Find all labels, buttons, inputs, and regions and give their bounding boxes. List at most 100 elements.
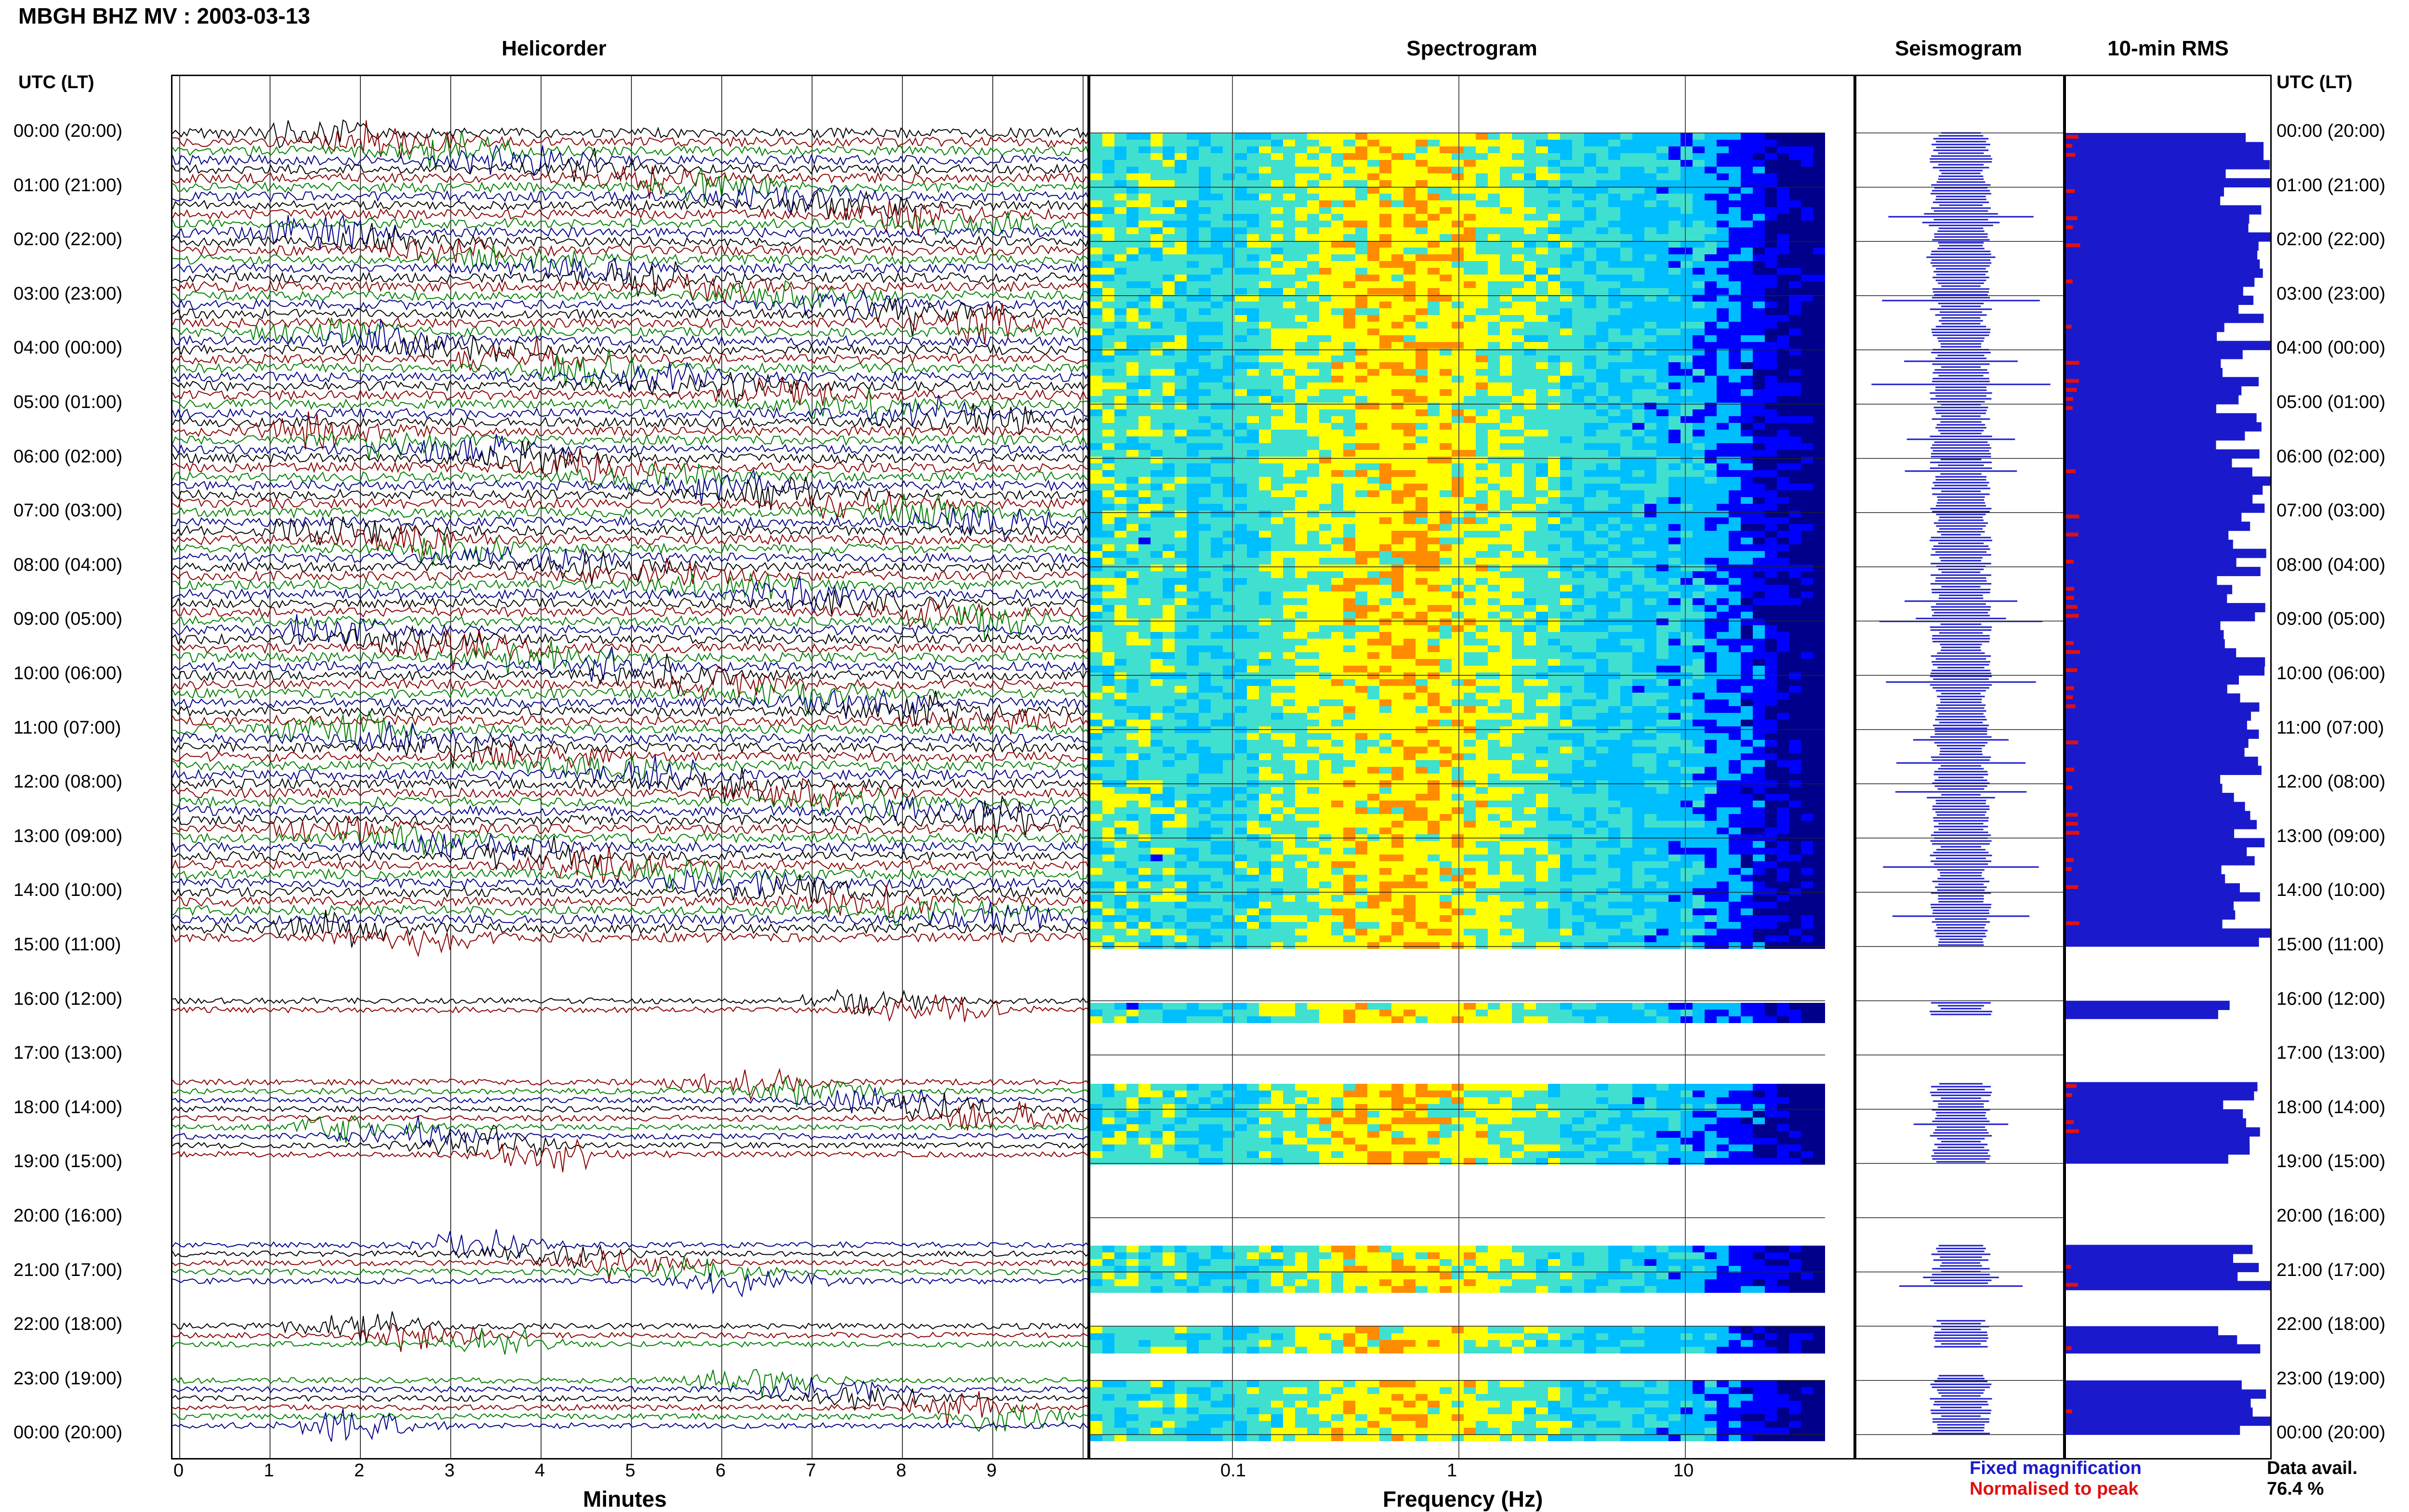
spectrogram-cell: [1801, 146, 1813, 153]
spectrogram-cell: [1403, 241, 1416, 248]
helicorder-trace: [172, 755, 1087, 792]
spectrogram-cell: [1596, 261, 1608, 268]
spectrogram-cell: [1620, 275, 1632, 281]
spectrogram-cell: [1211, 477, 1223, 484]
spectrogram-cell: [1343, 416, 1355, 423]
spectrogram-cell: [1488, 436, 1500, 443]
spectrogram-cell: [1765, 396, 1777, 403]
spectrogram-cell: [1500, 295, 1512, 302]
spectrogram-cell: [1560, 355, 1572, 362]
spectrogram-cell: [1705, 140, 1717, 146]
spectrogram-cell: [1163, 133, 1175, 140]
right-time-label: 03:00 (23:00): [2277, 283, 2386, 304]
spectrogram-cell: [1416, 207, 1428, 214]
spectrogram-cell: [1476, 578, 1488, 585]
spectrogram-cell: [1307, 592, 1319, 598]
spectrogram-cell: [1717, 484, 1729, 490]
spectrogram-cell: [1524, 538, 1536, 544]
spectrogram-cell: [1464, 423, 1476, 430]
spectrogram-cell: [1620, 436, 1632, 443]
spectrogram-cell: [1717, 457, 1729, 463]
spectrogram-cell: [1428, 153, 1440, 160]
spectrogram-cell: [1102, 167, 1114, 173]
spectrogram-cell: [1126, 227, 1138, 234]
spectrogram-cell: [1789, 335, 1801, 342]
spectrogram-cell: [1644, 531, 1656, 538]
spectrogram-cell: [1656, 302, 1668, 308]
spectrogram-cell: [1632, 248, 1644, 254]
spectrogram-cell: [1163, 470, 1175, 477]
spectrogram-cell: [1500, 436, 1512, 443]
spectrogram-cell: [1114, 396, 1126, 403]
spectrogram-cell: [1151, 497, 1163, 504]
spectrogram-cell: [1259, 450, 1271, 457]
spectrogram-cell: [1801, 571, 1813, 578]
spectrogram-cell: [1403, 558, 1416, 565]
spectrogram-cell: [1271, 645, 1283, 652]
spectrogram-cell: [1572, 133, 1584, 140]
spectrogram-cell: [1512, 389, 1524, 396]
spectrogram-cell: [1512, 329, 1524, 335]
spectrogram-cell: [1765, 430, 1777, 436]
spectrogram-cell: [1705, 302, 1717, 308]
spectrogram-cell: [1789, 511, 1801, 517]
spectrogram-cell: [1753, 369, 1765, 376]
spectrogram-cell: [1163, 463, 1175, 470]
spectrogram-cell: [1138, 153, 1151, 160]
spectrogram-cell: [1512, 349, 1524, 355]
spectrogram-cell: [1717, 497, 1729, 504]
helicorder-trace: [172, 653, 1087, 695]
spectrogram-cell: [1175, 221, 1187, 227]
spectrogram-cell: [1500, 625, 1512, 632]
spectrogram-cell: [1391, 531, 1403, 538]
spectrogram-cell: [1090, 187, 1102, 194]
spectrogram-cell: [1548, 335, 1560, 342]
helicorder-trace: [172, 1311, 1087, 1343]
spectrogram-cell: [1151, 443, 1163, 450]
spectrogram-cell: [1524, 302, 1536, 308]
spectrogram-cell: [1512, 403, 1524, 409]
spectrogram-cell: [1608, 140, 1620, 146]
spectrogram-cell: [1247, 180, 1259, 187]
spectrogram-cell: [1151, 416, 1163, 423]
spectrogram-cell: [1403, 605, 1416, 612]
spectrogram-cell: [1295, 268, 1307, 275]
spectrogram-cell: [1705, 241, 1717, 248]
spectrogram-cell: [1681, 578, 1693, 585]
spectrogram-cell: [1259, 490, 1271, 497]
spectrogram-cell: [1681, 416, 1693, 423]
spectrogram-cell: [1307, 578, 1319, 585]
spectrogram-cell: [1753, 281, 1765, 288]
spectrogram-cell: [1247, 416, 1259, 423]
spectrogram-cell: [1428, 362, 1440, 369]
spectrogram-cell: [1620, 592, 1632, 598]
spectrogram-cell: [1151, 659, 1163, 666]
spectrogram-cell: [1548, 558, 1560, 565]
spectrogram-cell: [1693, 652, 1705, 659]
spectrogram-cell: [1126, 470, 1138, 477]
spectrogram-cell: [1608, 382, 1620, 389]
spectrogram-cell: [1596, 443, 1608, 450]
spectrogram-cell: [1681, 227, 1693, 234]
spectrogram-cell: [1114, 612, 1126, 618]
spectrogram-cell: [1343, 497, 1355, 504]
spectrogram-cell: [1693, 140, 1705, 146]
spectrogram-cell: [1608, 605, 1620, 612]
spectrogram-cell: [1319, 389, 1331, 396]
spectrogram-cell: [1283, 335, 1295, 342]
spectrogram-cell: [1090, 302, 1102, 308]
spectrogram-cell: [1693, 362, 1705, 369]
spectrogram-cell: [1596, 308, 1608, 315]
spectrogram-cell: [1138, 221, 1151, 227]
spectrogram-cell: [1416, 362, 1428, 369]
spectrogram-cell: [1572, 571, 1584, 578]
spectrogram-cell: [1536, 200, 1548, 207]
spectrogram-cell: [1560, 538, 1572, 544]
spectrogram-cell: [1343, 349, 1355, 355]
spectrogram-cell: [1584, 355, 1596, 362]
spectrogram-cell: [1283, 618, 1295, 625]
spectrogram-cell: [1644, 268, 1656, 275]
spectrogram-cell: [1259, 288, 1271, 295]
spectrogram-cell: [1247, 598, 1259, 605]
spectrogram-cell: [1343, 632, 1355, 639]
